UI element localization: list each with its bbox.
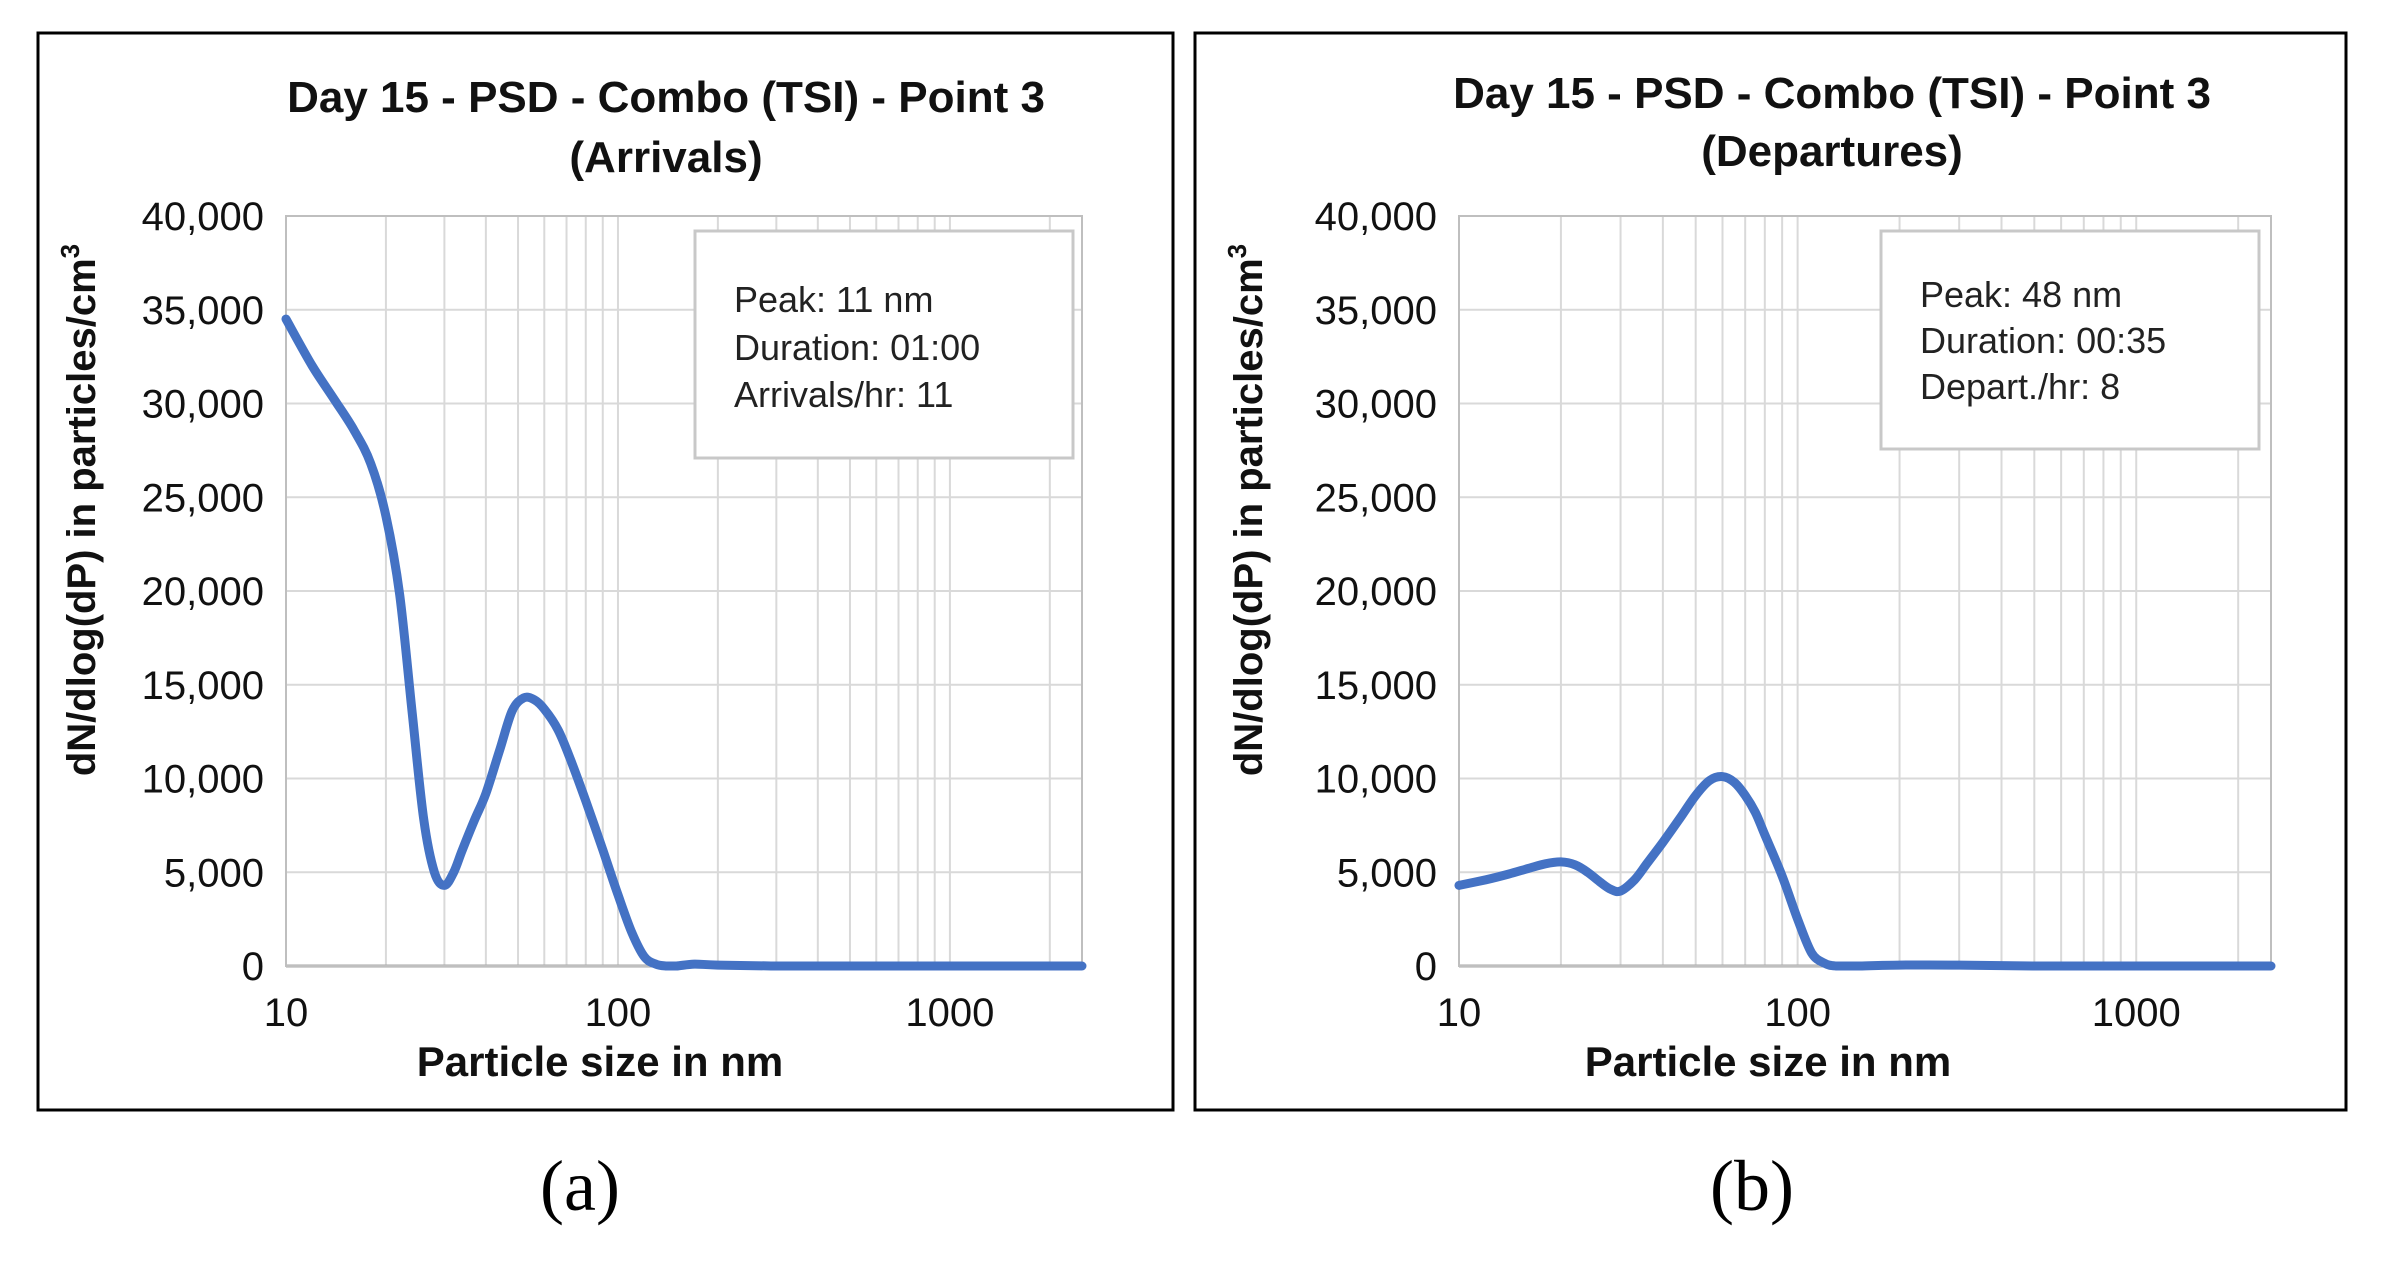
chart-title-line-1: Day 15 - PSD - Combo (TSI) - Point 3	[1453, 69, 2211, 118]
y-tick-labels: 0 5,000 10,000 15,000 20,000 25,000 30,000 35,0…	[142, 195, 264, 989]
y-tick-label: 15,000	[142, 664, 264, 708]
y-tick-label: 25,000	[1315, 476, 1437, 520]
y-axis-label-main: dN/dlog(dP) in particles/cm	[1227, 258, 1271, 776]
y-tick-label: 30,000	[142, 383, 264, 427]
y-axis-label: dN/dlog(dP) in particles/cm3	[1222, 244, 1271, 776]
x-tick-label: 10	[1437, 991, 1482, 1035]
y-tick-label: 5,000	[1337, 851, 1437, 895]
annotation-rate: Arrivals/hr: 11	[734, 374, 953, 415]
annotation-duration: Duration: 01:00	[734, 327, 980, 368]
y-tick-label: 5,000	[164, 851, 264, 895]
y-tick-labels: 0 5,000 10,000 15,000 20,000 25,000 30,000 35,0…	[1315, 195, 1437, 989]
annotation-peak: Peak: 11 nm	[734, 279, 933, 320]
y-tick-label: 35,000	[142, 289, 264, 333]
y-tick-label: 10,000	[142, 758, 264, 802]
chart-title-line-2: (Departures)	[1701, 127, 1963, 176]
x-tick-label: 10	[264, 991, 309, 1035]
annotation-peak: Peak: 48 nm	[1920, 274, 2122, 315]
panel-label-b: (b)	[1710, 1146, 1794, 1226]
x-axis-label: Particle size in nm	[417, 1038, 783, 1085]
x-tick-label: 1000	[905, 991, 994, 1035]
annotation-rate: Depart./hr: 8	[1920, 366, 2120, 407]
y-axis-label-superscript: 3	[1222, 244, 1252, 258]
series-line	[281, 314, 1087, 971]
y-axis-label-main: dN/dlog(dP) in particles/cm	[60, 258, 104, 776]
annotation-duration: Duration: 00:35	[1920, 320, 2166, 361]
panel-label-a: (a)	[540, 1146, 620, 1226]
x-tick-label: 1000	[2092, 991, 2181, 1035]
x-tick-labels: 10 100 1000	[1437, 991, 2181, 1035]
chart-title-line-1: Day 15 - PSD - Combo (TSI) - Point 3	[287, 73, 1045, 122]
annotation-box: Peak: 48 nm Duration: 00:35 Depart./hr: …	[1879, 229, 2261, 451]
y-tick-label: 15,000	[1315, 664, 1437, 708]
panel-frame	[36, 31, 1175, 1112]
y-tick-label: 0	[1415, 945, 1437, 989]
gridlines	[1459, 215, 2271, 968]
y-tick-label: 20,000	[142, 570, 264, 614]
panel-frame	[1193, 31, 2348, 1112]
y-tick-label: 0	[242, 945, 264, 989]
y-tick-label: 20,000	[1315, 570, 1437, 614]
y-tick-label: 40,000	[1315, 195, 1437, 239]
y-tick-label: 10,000	[1315, 758, 1437, 802]
y-axis-label: dN/dlog(dP) in particles/cm3	[55, 244, 104, 776]
annotation-frame	[1879, 229, 2261, 451]
series-line	[1454, 772, 2276, 971]
chart-panel-arrivals: Day 15 - PSD - Combo (TSI) - Point 3 (Ar…	[36, 31, 1175, 1226]
x-tick-label: 100	[1764, 991, 1831, 1035]
chart-title-line-2: (Arrivals)	[569, 133, 762, 182]
x-tick-label: 100	[585, 991, 652, 1035]
x-axis-label: Particle size in nm	[1585, 1038, 1951, 1085]
y-tick-label: 40,000	[142, 195, 264, 239]
y-tick-label: 30,000	[1315, 383, 1437, 427]
y-tick-label: 25,000	[142, 476, 264, 520]
y-axis-label-superscript: 3	[55, 244, 85, 258]
annotation-box: Peak: 11 nm Duration: 01:00 Arrivals/hr:…	[693, 229, 1075, 460]
chart-panel-departures: Day 15 - PSD - Combo (TSI) - Point 3 (De…	[1193, 31, 2348, 1226]
x-tick-labels: 10 100 1000	[264, 991, 995, 1035]
y-tick-label: 35,000	[1315, 289, 1437, 333]
annotation-frame	[693, 229, 1075, 460]
